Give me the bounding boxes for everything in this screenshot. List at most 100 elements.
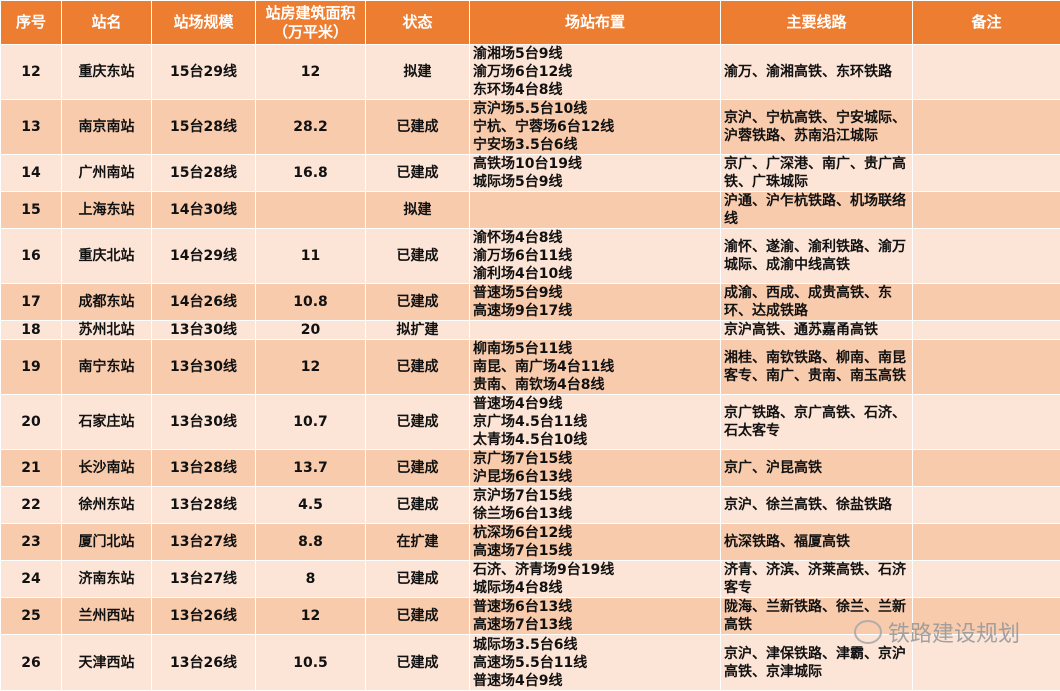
cell-no: 24 (1, 561, 62, 598)
cell-note (913, 45, 1060, 100)
cell-scale: 13台30线 (152, 395, 256, 450)
header-name: 站名 (62, 1, 152, 45)
cell-layout: 杭深场6台12线 高速场7台15线 (470, 524, 721, 561)
cell-lines: 京广铁路、京广高铁、石济、石太客专 (721, 395, 913, 450)
cell-name: 重庆北站 (62, 229, 152, 284)
cell-name: 南京南站 (62, 100, 152, 155)
cell-status: 已建成 (366, 155, 470, 192)
cell-name: 南宁东站 (62, 340, 152, 395)
cell-status: 已建成 (366, 284, 470, 321)
cell-scale: 13台26线 (152, 598, 256, 635)
cell-name: 上海东站 (62, 192, 152, 229)
header-scale: 站场规模 (152, 1, 256, 45)
cell-status: 拟建 (366, 45, 470, 100)
cell-no: 21 (1, 450, 62, 487)
cell-name: 徐州东站 (62, 487, 152, 524)
cell-layout: 渝湘场5台9线 渝万场6台12线 东环场4台8线 (470, 45, 721, 100)
cell-area: 16.8 (256, 155, 366, 192)
cell-note (913, 524, 1060, 561)
cell-name: 广州南站 (62, 155, 152, 192)
cell-scale: 14台26线 (152, 284, 256, 321)
cell-status: 已建成 (366, 635, 470, 691)
cell-scale: 14台29线 (152, 229, 256, 284)
cell-no: 20 (1, 395, 62, 450)
cell-lines: 济青、济滨、济莱高铁、石济客专 (721, 561, 913, 598)
header-status: 状态 (366, 1, 470, 45)
cell-area (256, 192, 366, 229)
header-layout: 场站布置 (470, 1, 721, 45)
header-note: 备注 (913, 1, 1060, 45)
cell-layout: 京沪场5.5台10线 宁杭、宁蓉场6台12线 宁安场3.5台6线 (470, 100, 721, 155)
cell-area: 12 (256, 45, 366, 100)
wechat-icon (854, 620, 882, 644)
cell-no: 25 (1, 598, 62, 635)
cell-lines: 京广、沪昆高铁 (721, 450, 913, 487)
cell-no: 14 (1, 155, 62, 192)
cell-name: 厦门北站 (62, 524, 152, 561)
cell-area: 20 (256, 321, 366, 340)
cell-lines: 京沪、宁杭高铁、宁安城际、沪蓉铁路、苏南沿江城际 (721, 100, 913, 155)
header-area: 站房建筑面积 （万平米） (256, 1, 366, 45)
cell-area: 8 (256, 561, 366, 598)
cell-lines: 杭深铁路、福厦高铁 (721, 524, 913, 561)
cell-status: 拟建 (366, 192, 470, 229)
cell-status: 已建成 (366, 229, 470, 284)
cell-layout: 城际场3.5台6线 高速场5.5台11线 普速场4台9线 (470, 635, 721, 691)
cell-no: 16 (1, 229, 62, 284)
cell-note (913, 340, 1060, 395)
cell-lines: 湘桂、南钦铁路、柳南、南昆客专、南广、贵南、南玉高铁 (721, 340, 913, 395)
cell-note (913, 487, 1060, 524)
cell-no: 23 (1, 524, 62, 561)
watermark: 铁路建设规划 (854, 616, 1020, 648)
cell-scale: 13台27线 (152, 561, 256, 598)
cell-status: 已建成 (366, 561, 470, 598)
cell-note (913, 100, 1060, 155)
cell-note (913, 192, 1060, 229)
cell-no: 22 (1, 487, 62, 524)
cell-name: 天津西站 (62, 635, 152, 691)
cell-status: 已建成 (366, 395, 470, 450)
cell-name: 成都东站 (62, 284, 152, 321)
cell-area: 4.5 (256, 487, 366, 524)
cell-status: 已建成 (366, 340, 470, 395)
cell-status: 已建成 (366, 100, 470, 155)
cell-scale: 13台28线 (152, 487, 256, 524)
cell-layout: 普速场4台9线 京广场4.5台11线 太青场4.5台10线 (470, 395, 721, 450)
cell-layout: 京广场7台15线 沪昆场6台13线 (470, 450, 721, 487)
cell-note (913, 155, 1060, 192)
header-row: 序号站名站场规模站房建筑面积 （万平米）状态场站布置主要线路备注 (1, 1, 1060, 45)
cell-layout: 普速场5台9线 高速场9台17线 (470, 284, 721, 321)
cell-layout (470, 192, 721, 229)
cell-no: 19 (1, 340, 62, 395)
cell-status: 已建成 (366, 487, 470, 524)
cell-name: 兰州西站 (62, 598, 152, 635)
cell-scale: 15台28线 (152, 155, 256, 192)
cell-note (913, 229, 1060, 284)
cell-no: 18 (1, 321, 62, 340)
cell-layout (470, 321, 721, 340)
cell-name: 长沙南站 (62, 450, 152, 487)
cell-no: 12 (1, 45, 62, 100)
cell-area: 12 (256, 340, 366, 395)
cell-area: 13.7 (256, 450, 366, 487)
header-no: 序号 (1, 1, 62, 45)
cell-lines: 京广、广深港、南广、贵广高铁、广珠城际 (721, 155, 913, 192)
cell-layout: 高铁场10台19线 城际场5台9线 (470, 155, 721, 192)
cell-no: 17 (1, 284, 62, 321)
cell-lines: 京沪、徐兰高铁、徐盐铁路 (721, 487, 913, 524)
cell-layout: 京沪场7台15线 徐兰场6台13线 (470, 487, 721, 524)
cell-status: 在扩建 (366, 524, 470, 561)
cell-area: 11 (256, 229, 366, 284)
cell-no: 13 (1, 100, 62, 155)
